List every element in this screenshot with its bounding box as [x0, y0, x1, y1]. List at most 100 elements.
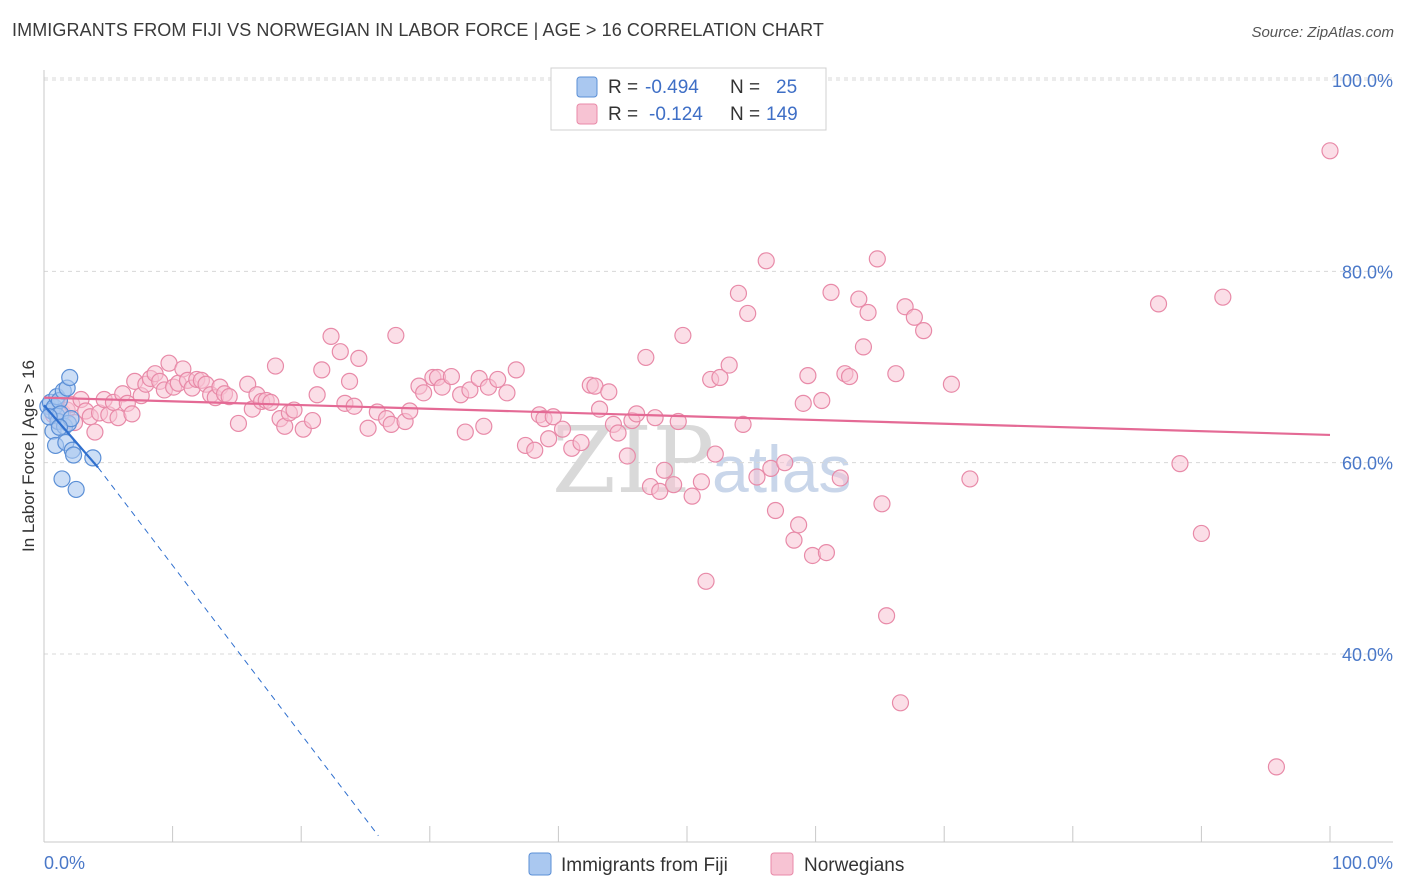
x-tick-label-min: 0.0% [44, 853, 85, 873]
legend-fiji-r-value: -0.494 [645, 77, 699, 98]
norwegians-point [854, 338, 873, 356]
norwegians-point [1192, 524, 1211, 543]
norwegians-point [123, 405, 141, 423]
y-tick-label: 40.0% [1342, 645, 1393, 665]
norwegians-point [1214, 288, 1232, 306]
norwegians-point [303, 411, 322, 430]
norwegians-point [729, 284, 748, 302]
norwegians-point [600, 383, 618, 401]
y-tick-label: 80.0% [1342, 262, 1393, 282]
fiji-trend-line [43, 404, 99, 469]
norwegians-points [44, 142, 1339, 776]
norwegians-point [489, 370, 507, 389]
norwegians-point [785, 531, 803, 549]
norwegians-point [961, 470, 979, 488]
norwegians-point [766, 501, 785, 520]
norwegians-point [220, 388, 238, 406]
norwegians-point [887, 365, 905, 383]
norwegians-point [720, 356, 738, 374]
norwegians-point [266, 357, 285, 375]
bottom-legend-norw-swatch [770, 852, 794, 876]
norwegians-trend-line [43, 396, 1331, 437]
norwegians-point [526, 441, 544, 459]
norwegians-point [665, 476, 683, 494]
norwegians-point [776, 454, 794, 472]
fiji-points [39, 368, 102, 499]
series-legend: Immigrants from Fiji Norwegians [528, 852, 904, 876]
trend-lines [43, 396, 1331, 837]
norwegians-point [442, 367, 461, 386]
norwegians-point [942, 375, 961, 393]
legend-norw-n-label: N = [730, 104, 760, 125]
fiji-point [61, 368, 79, 387]
legend-norw-swatch [576, 103, 598, 125]
norwegians-point [799, 367, 817, 385]
fiji-point [53, 470, 71, 488]
norwegians-point [313, 361, 331, 379]
norwegians-point [401, 402, 419, 420]
norwegians-point [229, 414, 248, 433]
norwegians-point [86, 423, 104, 441]
norwegians-point [382, 415, 400, 433]
gridlines [44, 77, 1393, 655]
norwegians-point [540, 430, 558, 448]
norwegians-point [803, 546, 822, 565]
norwegians-point [748, 468, 766, 486]
axes: 40.0% 60.0% 80.0% 100.0% [43, 70, 1393, 843]
norwegians-point [868, 250, 886, 268]
fiji-point [67, 480, 85, 499]
norwegians-point [859, 303, 877, 322]
norwegians-point [553, 420, 572, 438]
y-tick-label: 100.0% [1332, 71, 1393, 91]
fiji-point [64, 446, 83, 464]
norwegians-point [794, 394, 812, 412]
norwegians-point [262, 393, 280, 411]
norwegians-point [308, 386, 326, 404]
norwegians-point [739, 304, 757, 323]
legend-norw-r-label: R = [608, 104, 638, 125]
norwegians-point [813, 391, 831, 410]
norwegians-point [734, 415, 752, 433]
legend-fiji-n-value: 25 [776, 77, 797, 98]
norwegians-point [692, 473, 711, 491]
fiji-point [62, 410, 80, 428]
legend-norw-n-value: 149 [766, 104, 798, 125]
bottom-legend-norw-label: Norwegians [804, 855, 904, 876]
norwegians-point [674, 326, 692, 345]
norwegians-point [711, 368, 729, 387]
legend-fiji-n-label: N = [730, 77, 760, 98]
correlation-legend: R = -0.494 N = 25 R = -0.124 N = 149 [550, 67, 827, 131]
norwegians-point [1321, 142, 1339, 160]
norwegians-point [572, 433, 590, 452]
norwegians-point [915, 322, 933, 340]
norwegians-point [475, 417, 493, 435]
norwegians-point [359, 419, 377, 437]
norwegians-point [831, 469, 849, 487]
source-credit: Source: ZipAtlas.com [1251, 24, 1394, 41]
norwegians-point [350, 349, 368, 367]
norwegians-point [655, 461, 673, 479]
legend-fiji-r-label: R = [608, 77, 638, 98]
norwegians-point [609, 424, 627, 442]
norwegians-point [706, 445, 724, 463]
chart-title: IMMIGRANTS FROM FIJI VS NORWEGIAN IN LAB… [12, 20, 824, 40]
norwegians-point [456, 423, 474, 441]
norwegians-point [905, 308, 923, 326]
norwegians-point [790, 516, 808, 534]
norwegians-point [322, 327, 340, 345]
fiji-point [84, 449, 102, 467]
bottom-legend-fiji-swatch [528, 852, 552, 876]
norwegians-point [637, 348, 655, 367]
norwegians-point [646, 409, 664, 427]
norwegians-point [757, 252, 775, 270]
y-tick-label: 60.0% [1342, 454, 1393, 474]
fiji-point [40, 408, 58, 426]
norwegians-point [415, 384, 433, 402]
norwegians-point [498, 384, 516, 402]
norwegians-point [877, 607, 896, 625]
norwegians-point [817, 543, 836, 562]
norwegians-point [1171, 455, 1189, 473]
norwegians-point [1149, 295, 1168, 313]
norwegians-point [507, 361, 525, 379]
